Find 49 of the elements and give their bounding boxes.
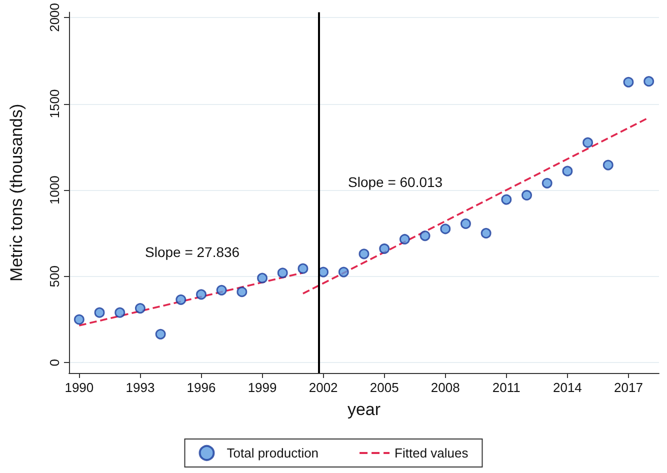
point: [257, 272, 268, 284]
x-tick-label: 1999: [248, 380, 277, 395]
point: [176, 294, 186, 305]
x-tick-label: 2008: [430, 380, 460, 395]
point: [399, 234, 410, 244]
point: [94, 307, 105, 318]
point: [277, 268, 288, 278]
point: [562, 166, 573, 176]
point: [440, 224, 451, 234]
point: [358, 248, 370, 260]
point: [623, 76, 634, 88]
point: [480, 228, 492, 238]
x-tick-label: 2014: [552, 380, 582, 395]
x-tick-label: 2005: [370, 380, 399, 395]
point: [542, 178, 552, 188]
y-tick-label: 1500: [47, 89, 62, 118]
y-tick-label: 1000: [47, 176, 62, 205]
point: [522, 190, 532, 200]
x-tick-label: 1990: [64, 380, 94, 395]
y-tick-label: 500: [47, 265, 62, 288]
x-tick-label: 2017: [614, 380, 643, 395]
x-tick-label: 1996: [186, 380, 216, 395]
x-tick-label: 2002: [308, 380, 338, 395]
annotation: Slope = 60.013: [348, 174, 443, 190]
point: [460, 218, 471, 229]
point: [582, 137, 594, 148]
legend-label: Total production: [226, 446, 319, 460]
point: [420, 230, 430, 242]
y-axis-title: Metric tons (thousands): [7, 104, 26, 282]
point: [236, 286, 248, 298]
point: [602, 160, 614, 170]
point: [298, 263, 308, 274]
x-tick-label: 2011: [492, 380, 520, 395]
x-tick-label: 1993: [126, 380, 155, 395]
y-tick-label: 2000: [47, 3, 62, 32]
point: [155, 328, 166, 340]
point: [501, 194, 512, 205]
y-tick-label: 0: [47, 359, 62, 366]
point: [379, 243, 390, 254]
annotation: Slope = 27.836: [145, 244, 240, 260]
point: [74, 314, 84, 325]
point: [216, 284, 227, 296]
point: [196, 289, 206, 300]
x-axis-title: year: [347, 400, 381, 419]
point: [114, 307, 126, 318]
point: [644, 76, 654, 87]
legend-label: Fitted values: [394, 446, 469, 460]
point: [338, 266, 349, 278]
point: [134, 303, 146, 314]
